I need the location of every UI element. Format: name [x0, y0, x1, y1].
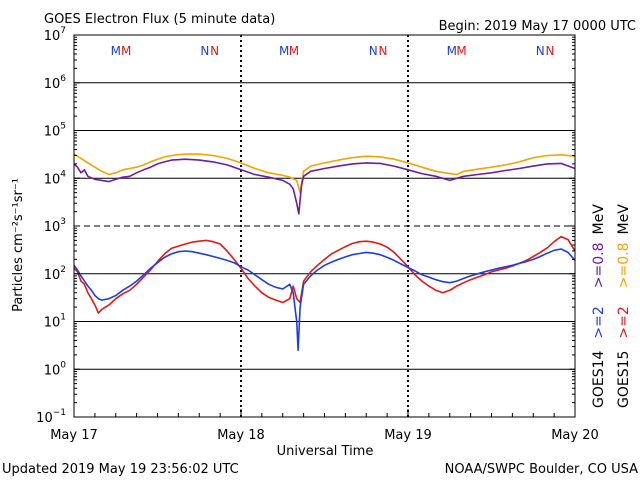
marker-n: N [210, 44, 219, 58]
legend-goes14: GOES14>=2>=0.8MeV [591, 204, 607, 408]
series-line-goes14-2-mev [73, 248, 576, 351]
y-tick-label: 107 [44, 26, 66, 44]
marker-m: M [289, 44, 299, 58]
updated-timestamp: Updated 2019 May 19 23:56:02 UTC [2, 462, 239, 477]
series-layer [73, 153, 576, 351]
legend-goes15: GOES15>=2>=0.8MeV [616, 204, 632, 408]
marker-m: M [279, 44, 289, 58]
legend: GOES14>=2>=0.8MeV GOES15>=2>=0.8MeV [591, 204, 632, 408]
marker-m: M [121, 44, 131, 58]
y-tick-label: 104 [44, 169, 67, 187]
series-line-goes14-0-8-mev [73, 158, 576, 215]
marker-n: N [536, 44, 545, 58]
marker-m: M [111, 44, 121, 58]
series-line-goes15-2-mev [73, 235, 576, 314]
y-axis-label: Particles cm⁻²s⁻¹sr⁻¹ [11, 178, 26, 312]
y-tick-label: 101 [44, 313, 66, 331]
begin-time-label: Begin: 2019 May 17 0000 UTC [439, 19, 636, 34]
y-axis-tick-labels: 10−1 100 101 102 103 104 105 106 107 [36, 26, 575, 426]
y-tick-label: 100 [44, 360, 67, 378]
credit-label: NOAA/SWPC Boulder, CO USA [445, 462, 638, 477]
day-separators [240, 35, 409, 417]
marker-m: M [456, 44, 466, 58]
marker-n: N [200, 44, 209, 58]
y-tick-label: 103 [44, 217, 66, 235]
chart-title: GOES Electron Flux (5 minute data) [44, 12, 275, 27]
x-tick-label: May 19 [384, 428, 432, 443]
marker-n: N [369, 44, 378, 58]
y-tick-label: 102 [44, 265, 66, 283]
x-tick-label: May 18 [217, 428, 265, 443]
x-axis-label: Universal Time [277, 444, 374, 459]
x-tick-label: May 17 [50, 428, 98, 443]
y-tick-label: 106 [44, 74, 67, 92]
marker-m: M [447, 44, 457, 58]
y-tick-label: 105 [44, 122, 66, 140]
x-axis-tick-labels: May 17 May 18 May 19 May 20 [50, 409, 599, 443]
marker-n: N [545, 44, 554, 58]
grid-lines [74, 82, 575, 370]
marker-n: N [378, 44, 387, 58]
series-line-goes15-0-8-mev [73, 153, 576, 194]
x-tick-label: May 20 [551, 428, 599, 443]
y-tick-label: 10−1 [36, 408, 66, 426]
